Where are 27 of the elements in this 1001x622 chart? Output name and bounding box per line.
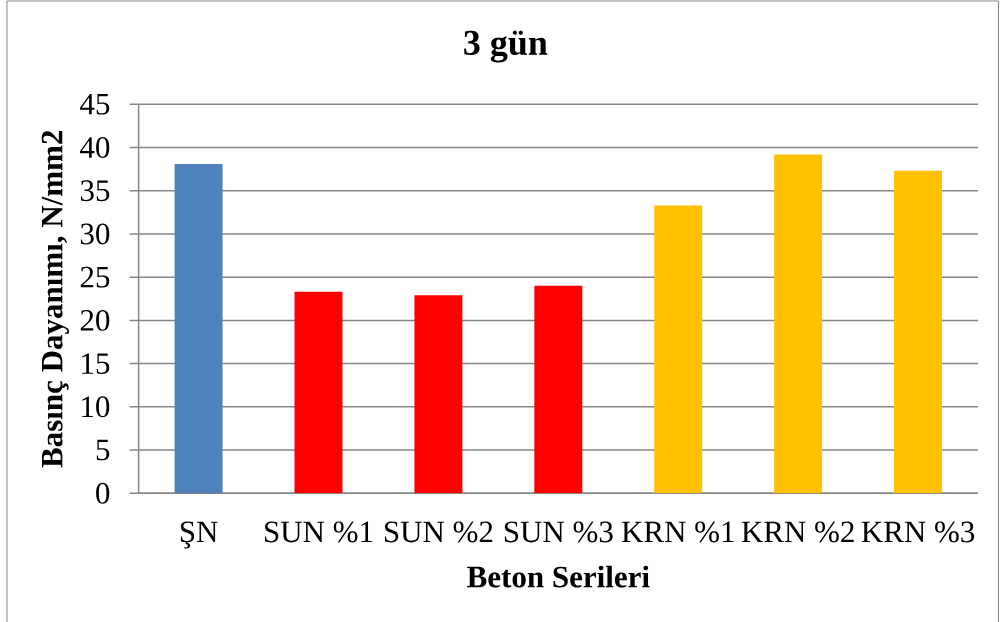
- y-tick-label: 20: [80, 309, 110, 331]
- x-tick-label: SUN %2: [384, 521, 493, 543]
- bar: [774, 154, 823, 494]
- x-axis-title: Beton Serileri: [467, 565, 650, 588]
- x-tick-label: KRN %1: [621, 521, 734, 543]
- y-tick-label: 25: [80, 266, 110, 288]
- y-tick-label: 15: [82, 353, 110, 374]
- chart-title: 3 gün: [464, 30, 548, 63]
- y-tick-label: 5: [96, 439, 110, 461]
- x-tick-label: SUN %3: [504, 521, 613, 543]
- bar: [174, 163, 223, 494]
- y-axis-title: Basınç Dayanımı, N/mm2: [41, 130, 69, 468]
- x-tick-label: KRN %2: [741, 521, 854, 543]
- y-tick-label: 35: [80, 180, 110, 202]
- y-tick-label: 10: [82, 396, 110, 418]
- bar: [894, 170, 943, 494]
- y-tick-label: 40: [80, 137, 110, 158]
- bar: [654, 205, 703, 494]
- bar: [294, 291, 343, 494]
- x-tick-label: ŞN: [180, 521, 218, 549]
- y-tick-label: 0: [96, 482, 110, 504]
- y-tick-label: 30: [80, 223, 110, 245]
- y-tick-label: 45: [80, 93, 110, 115]
- x-tick-label: KRN %3: [861, 521, 975, 543]
- bar: [534, 285, 583, 494]
- bar: [414, 295, 463, 494]
- x-tick-label: SUN %1: [265, 521, 373, 543]
